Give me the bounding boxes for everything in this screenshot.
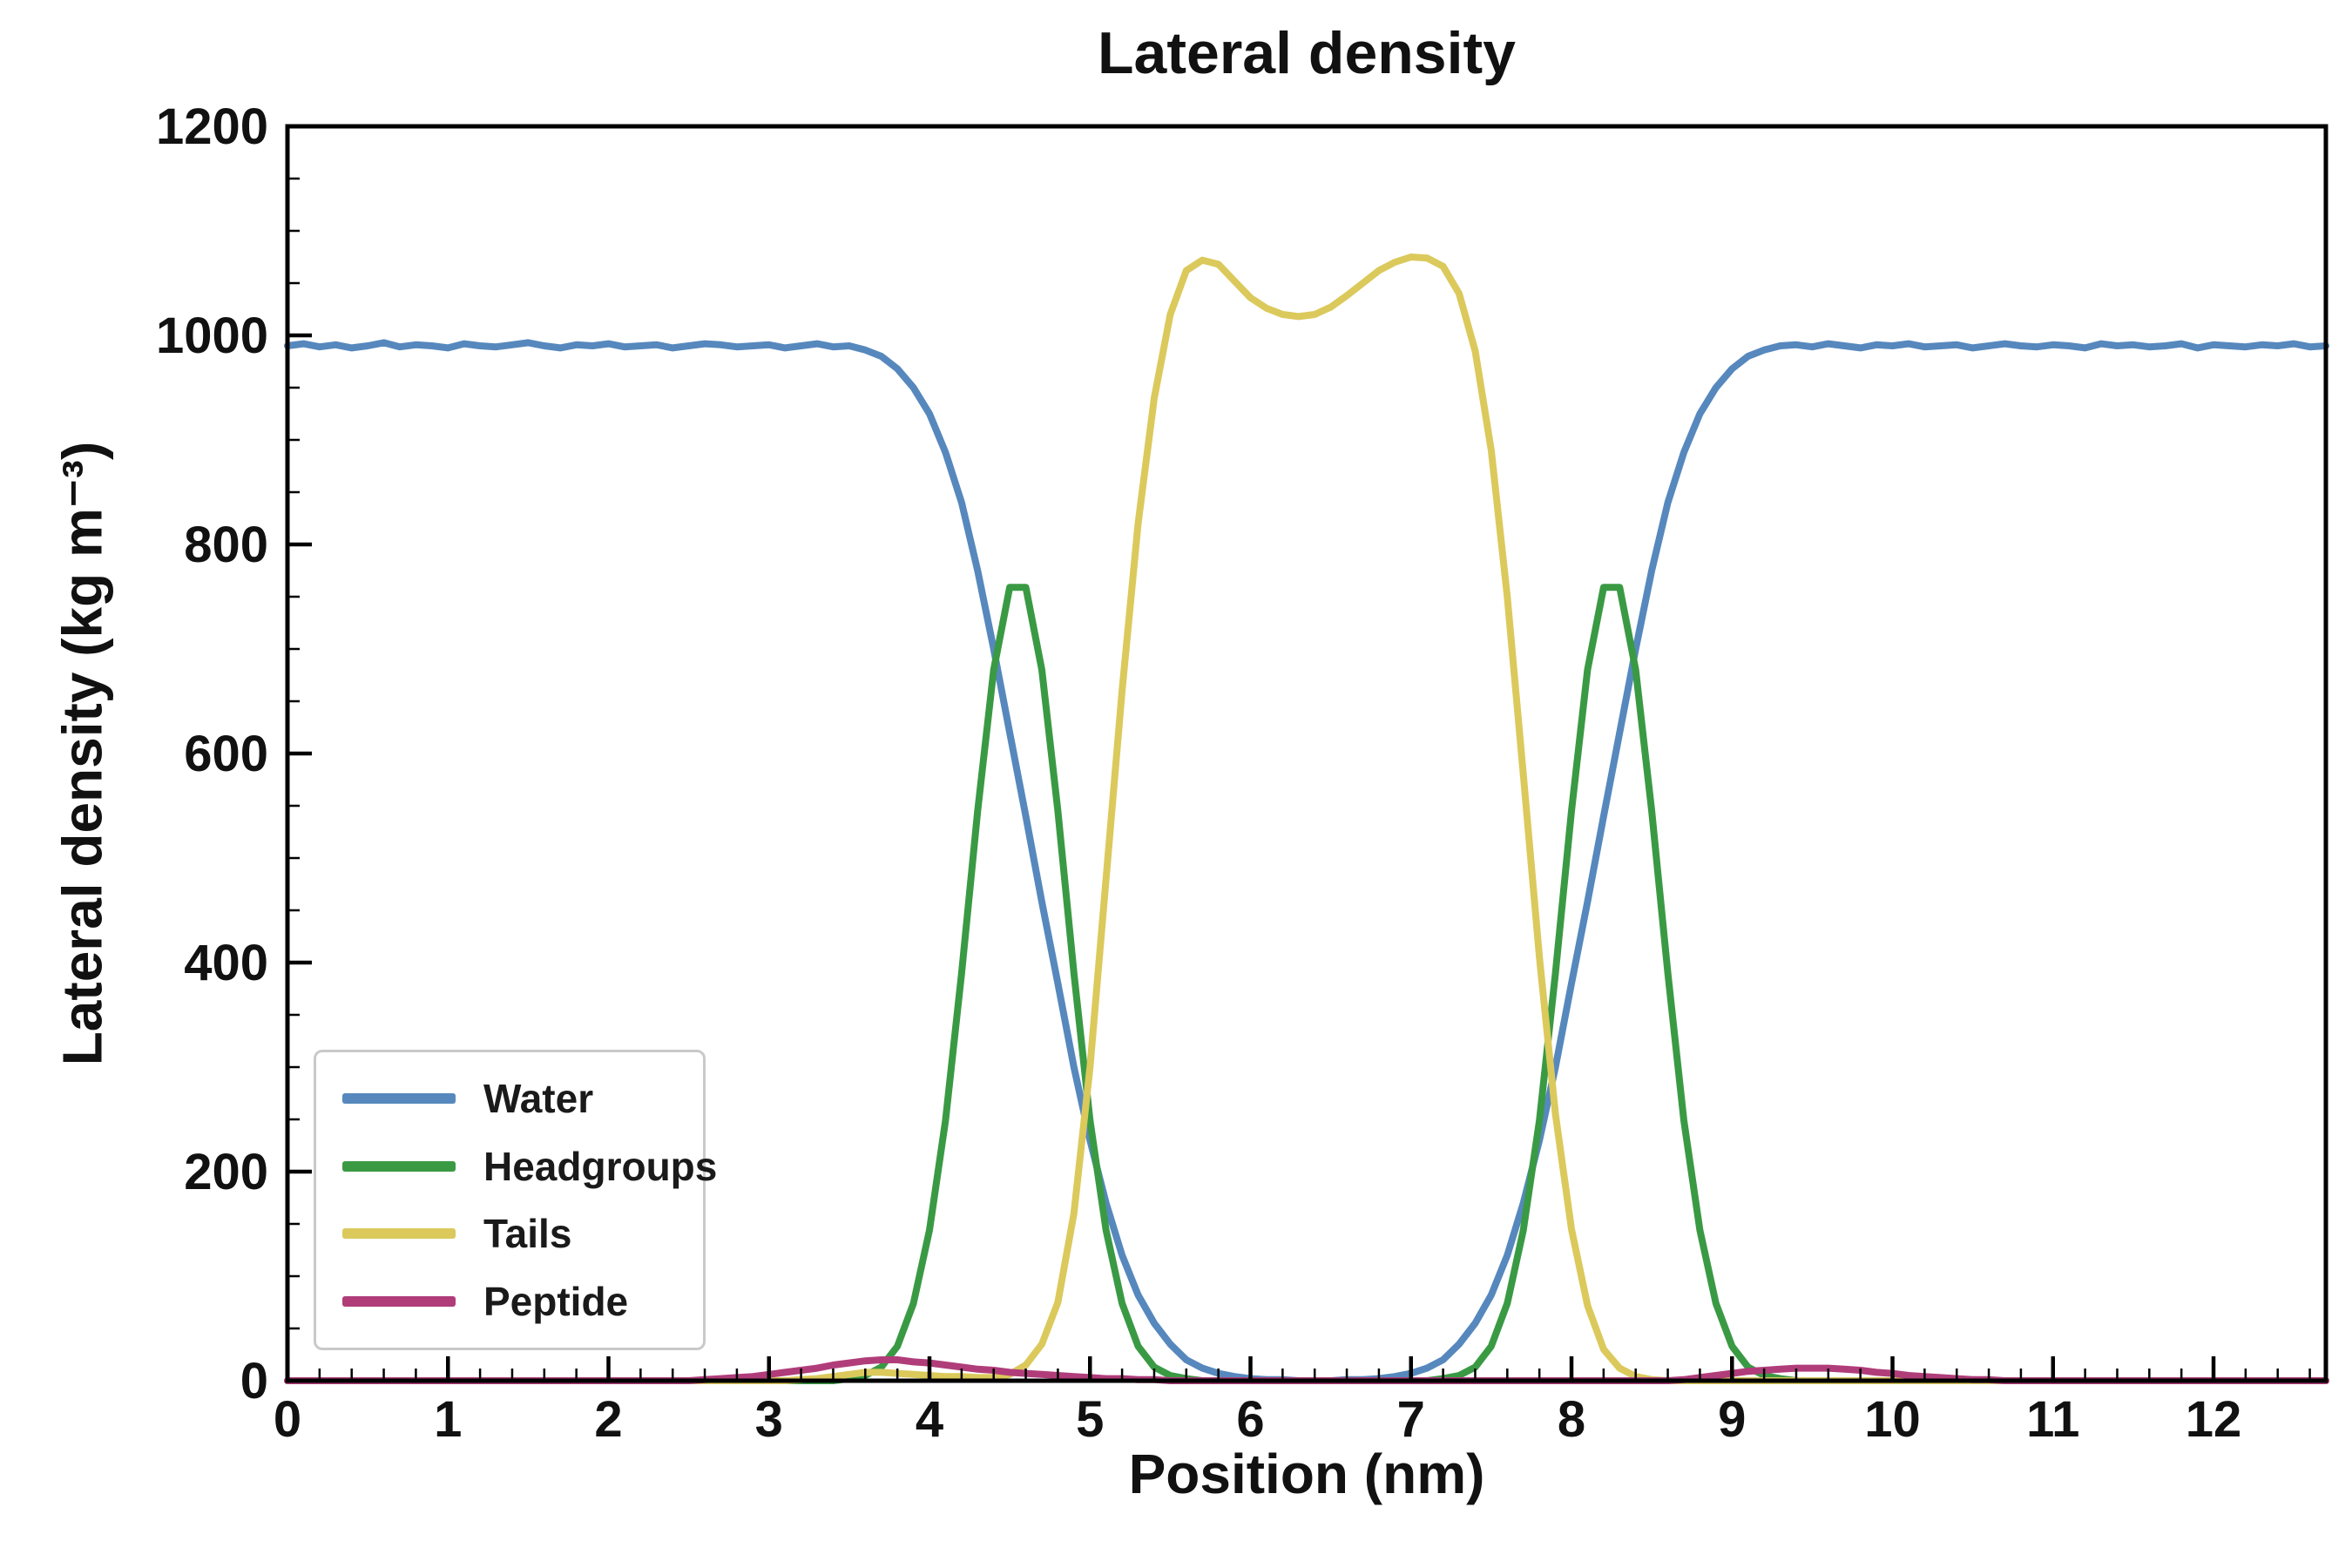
chart-title: Lateral density xyxy=(1098,20,1516,86)
x-tick-label: 2 xyxy=(594,1391,622,1448)
y-tick-label: 1200 xyxy=(156,98,268,155)
x-tick-label: 8 xyxy=(1558,1391,1585,1448)
y-axis-label: Lateral density (kg m⁻³) xyxy=(51,441,114,1066)
headgroups-line-swatch xyxy=(342,1160,456,1172)
y-tick-label: 1000 xyxy=(156,308,268,364)
y-tick-label: 0 xyxy=(240,1353,268,1409)
x-tick-label: 7 xyxy=(1397,1391,1425,1448)
x-tick-label: 6 xyxy=(1236,1391,1264,1448)
x-tick-label: 1 xyxy=(434,1391,462,1448)
x-axis-label: Position (nm) xyxy=(1128,1443,1485,1505)
x-tick-label: 9 xyxy=(1718,1391,1746,1448)
y-tick-label: 600 xyxy=(184,726,268,782)
legend-item-headgroups: Headgroups xyxy=(342,1143,717,1190)
legend-label-peptide: Peptide xyxy=(483,1279,629,1325)
legend: Water Headgroups Tails Peptide xyxy=(314,1050,717,1350)
x-tick-label: 3 xyxy=(755,1391,783,1448)
y-tick-label: 800 xyxy=(184,517,268,573)
x-tick-label: 11 xyxy=(2026,1391,2079,1448)
legend-item-peptide: Peptide xyxy=(342,1278,677,1325)
legend-item-water: Water xyxy=(342,1075,677,1122)
y-tick-label: 200 xyxy=(184,1144,268,1200)
tails-line-swatch xyxy=(342,1228,456,1240)
y-tick-label: 400 xyxy=(184,935,268,991)
peptide-line-swatch xyxy=(342,1296,456,1308)
water-line-swatch xyxy=(342,1092,456,1104)
legend-label-headgroups: Headgroups xyxy=(483,1143,718,1189)
x-tick-label: 5 xyxy=(1076,1391,1104,1448)
x-tick-label: 12 xyxy=(2186,1391,2242,1448)
legend-label-tails: Tails xyxy=(483,1211,572,1257)
x-tick-label: 0 xyxy=(274,1391,301,1448)
legend-item-tails: Tails xyxy=(342,1210,677,1257)
x-tick-label: 4 xyxy=(916,1391,943,1448)
x-tick-label: 10 xyxy=(1864,1391,1921,1448)
plot-spines xyxy=(285,124,2328,1383)
legend-label-water: Water xyxy=(483,1075,594,1121)
